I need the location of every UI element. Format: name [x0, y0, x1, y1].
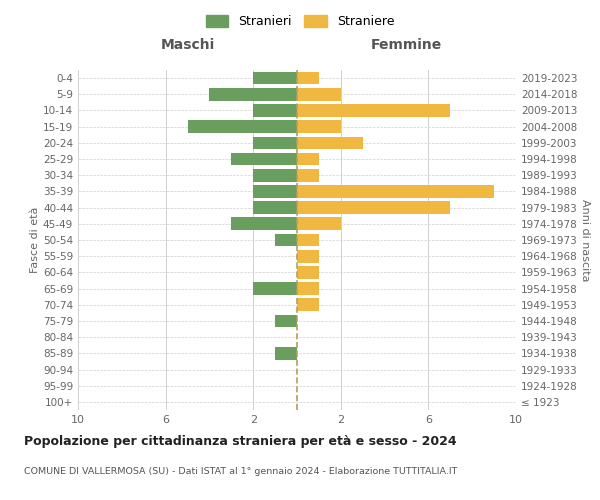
Y-axis label: Anni di nascita: Anni di nascita	[580, 198, 590, 281]
Bar	[275, 314, 297, 328]
Bar	[297, 250, 319, 262]
Bar	[297, 104, 451, 117]
Bar	[297, 136, 363, 149]
Bar	[253, 282, 297, 295]
Bar	[253, 72, 297, 85]
Bar	[253, 202, 297, 214]
Bar	[275, 347, 297, 360]
Bar	[297, 120, 341, 133]
Bar	[297, 266, 319, 278]
Bar	[253, 185, 297, 198]
Bar	[297, 72, 319, 85]
Legend: Stranieri, Straniere: Stranieri, Straniere	[202, 11, 398, 32]
Bar	[297, 169, 319, 181]
Bar	[297, 298, 319, 311]
Bar	[297, 202, 451, 214]
Bar	[297, 185, 494, 198]
Bar	[275, 234, 297, 246]
Bar	[188, 120, 297, 133]
Bar	[297, 88, 341, 101]
Text: COMUNE DI VALLERMOSA (SU) - Dati ISTAT al 1° gennaio 2024 - Elaborazione TUTTITA: COMUNE DI VALLERMOSA (SU) - Dati ISTAT a…	[24, 468, 457, 476]
Text: Popolazione per cittadinanza straniera per età e sesso - 2024: Popolazione per cittadinanza straniera p…	[24, 435, 457, 448]
Bar	[253, 136, 297, 149]
Bar	[253, 169, 297, 181]
Bar	[253, 104, 297, 117]
Text: Maschi: Maschi	[160, 38, 215, 52]
Bar	[232, 152, 297, 166]
Bar	[297, 282, 319, 295]
Bar	[297, 218, 341, 230]
Bar	[297, 234, 319, 246]
Text: Femmine: Femmine	[371, 38, 442, 52]
Bar	[297, 152, 319, 166]
Bar	[232, 218, 297, 230]
Bar	[209, 88, 297, 101]
Y-axis label: Fasce di età: Fasce di età	[30, 207, 40, 273]
